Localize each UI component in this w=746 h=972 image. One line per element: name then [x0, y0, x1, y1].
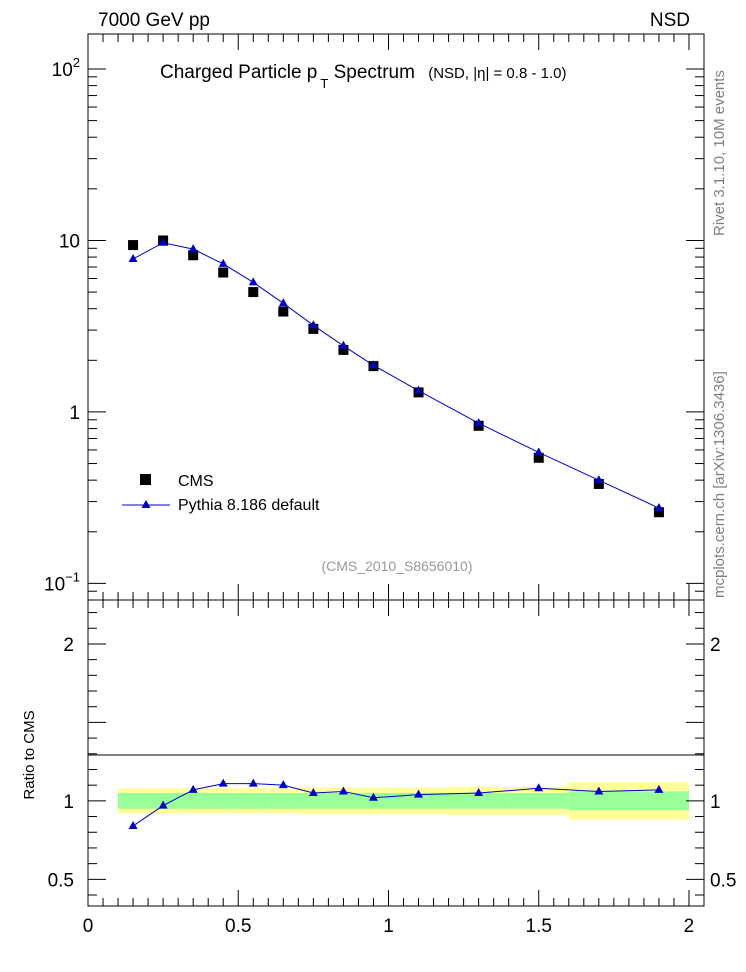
header-right: NSD [650, 10, 690, 31]
chart-title: Charged Particle pT Spectrum (NSD, |η| =… [160, 62, 566, 91]
x-tick-label: 1.5 [526, 916, 552, 937]
ratio-line-pythia [132, 783, 659, 827]
ratio-point-pythia [594, 786, 604, 795]
data-point-cms [278, 306, 289, 317]
x-tick-labels: 0 0.5 1 1.5 2 [83, 916, 695, 937]
x-tick-label: 2 [684, 916, 695, 937]
y-tick-label: 10−1 [44, 569, 80, 595]
uncertainty-band-inner [628, 791, 689, 811]
ratio-y-tick-labels: 2 2 1 1 0.5 0.5 [48, 635, 737, 891]
y-tick-label: 102 [52, 55, 80, 81]
ratio-y-tick-label-right: 1 [710, 792, 721, 813]
data-point-pythia [338, 340, 348, 349]
data-point-cms [188, 250, 199, 261]
ratio-y-tick-label-right: 0.5 [710, 870, 736, 891]
data-point-pythia [534, 447, 544, 456]
main-panel: 102 10 1 10−1 Charged Particle pT Spectrum … [44, 33, 705, 906]
ratio-point-pythia [368, 792, 378, 801]
data-point-pythia [654, 503, 664, 512]
ratio-ylabel: Ratio to CMS [21, 710, 38, 799]
ratio-frame [87, 599, 705, 907]
ratio-point-pythia [338, 786, 348, 795]
y-tick-label: 10 [59, 231, 80, 252]
data-point-cms [338, 344, 349, 355]
data-point-pythia [414, 385, 424, 394]
rivet-label: Rivet 3.1.10, 10M events [711, 70, 728, 236]
ratio-point-pythia [158, 800, 168, 809]
legend-cms-marker [140, 474, 151, 485]
legend-pythia-marker [141, 500, 151, 508]
data-point-pythia [158, 237, 168, 246]
ratio-point-pythia [308, 788, 318, 797]
ratio-point-pythia [248, 778, 258, 787]
uncertainty-band-inner [238, 793, 269, 809]
main-y-tick-labels: 102 10 1 10−1 [44, 55, 80, 595]
uncertainty-band-inner [328, 793, 359, 809]
analysis-watermark: (CMS_2010_S8656010) [322, 558, 473, 574]
uncertainty-band-inner [448, 793, 509, 809]
x-tick-label: 1 [383, 916, 394, 937]
data-point-cms [308, 323, 319, 334]
data-point-pythia [278, 298, 288, 307]
data-point-cms [533, 452, 544, 463]
legend: CMS Pythia 8.186 default [122, 473, 320, 514]
ratio-y-tick-label-right: 2 [710, 635, 721, 656]
main-frame [87, 33, 705, 601]
chart-title-sub: T [320, 76, 328, 91]
uncertainty-band-inner [298, 793, 329, 809]
y-tick-label: 1 [69, 403, 80, 424]
ratio-point-pythia [188, 784, 198, 793]
data-point-pythia [474, 418, 484, 427]
chart-title-main: Charged Particle p [160, 62, 317, 83]
data-point-cms [248, 287, 259, 298]
mcplots-label: mcplots.cern.ch [arXiv:1306.3436] [711, 371, 728, 598]
data-point-pythia [368, 360, 378, 369]
data-point-cms [593, 478, 604, 489]
data-point-pythia [594, 475, 604, 484]
main-axis-ticks [87, 34, 704, 906]
ratio-y-tick-label-left: 0.5 [48, 870, 74, 891]
ratio-y-tick-label-left: 2 [63, 635, 74, 656]
ratio-point-pythia [654, 784, 664, 793]
data-point-cms [218, 267, 229, 278]
legend-pythia-label: Pythia 8.186 default [178, 497, 320, 514]
data-point-pythia [218, 258, 228, 267]
ratio-y-tick-label-left: 1 [63, 792, 74, 813]
data-point-pythia [188, 244, 198, 253]
data-point-pythia [308, 320, 318, 329]
ratio-axis-ticks [88, 612, 704, 896]
legend-cms-label: CMS [178, 473, 214, 490]
uncertainty-band-inner [508, 793, 569, 809]
uncertainty-band-inner [568, 791, 629, 811]
ratio-point-pythia [218, 778, 228, 787]
uncertainty-band-inner [388, 793, 449, 809]
data-point-cms [653, 507, 664, 518]
header-left: 7000 GeV pp [98, 10, 210, 31]
uncertainty-band-inner [118, 793, 179, 809]
ratio-point-pythia [474, 788, 484, 797]
uncertainty-band-inner [178, 793, 239, 809]
data-point-cms [128, 240, 139, 251]
ratio-point-pythia [534, 783, 544, 792]
x-tick-label: 0.5 [225, 916, 251, 937]
chart-title-post: Spectrum [328, 62, 415, 83]
chart-title-detail: (NSD, |η| = 0.8 - 1.0) [428, 65, 566, 82]
ratio-point-pythia [278, 780, 288, 789]
x-tick-label: 0 [83, 916, 94, 937]
ratio-panel: 2 2 1 1 0.5 0.5 0 0.5 1 1.5 2 Ratio to CMS [21, 599, 737, 937]
data-point-pythia [248, 277, 258, 286]
ratio-point-pythia [128, 820, 138, 829]
uncertainty-band-inner [268, 793, 299, 809]
data-point-pythia [128, 253, 138, 262]
ratio-point-pythia [414, 789, 424, 798]
series-line-pythia [132, 242, 660, 509]
